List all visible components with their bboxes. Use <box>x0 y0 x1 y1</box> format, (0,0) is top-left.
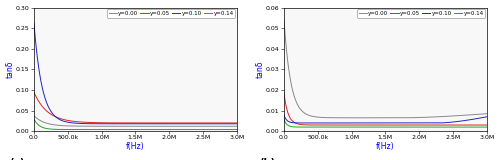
y=0.10 <box>152 123 158 125</box>
y=0.10 <box>402 122 408 124</box>
y=0.00 <box>198 125 203 127</box>
y=0.05 <box>448 124 454 126</box>
y=0.10 <box>163 123 169 125</box>
y=0.00 <box>31 115 37 117</box>
y=0.05 <box>198 122 203 124</box>
y=0.14 <box>448 126 454 128</box>
y=0.10 <box>198 123 203 125</box>
Legend: y=0.00, y=0.05, y=0.10, y=0.14: y=0.00, y=0.05, y=0.10, y=0.14 <box>357 9 485 18</box>
Legend: y=0.00, y=0.05, y=0.10, y=0.14: y=0.00, y=0.05, y=0.10, y=0.14 <box>107 9 235 18</box>
y=0.05 <box>31 91 37 93</box>
Line: y=0.10: y=0.10 <box>34 23 237 124</box>
y=0.00 <box>318 116 324 118</box>
y=0.10 <box>484 116 490 118</box>
y=0.00 <box>413 117 419 119</box>
Line: y=0.00: y=0.00 <box>34 116 237 126</box>
y=0.00 <box>68 125 74 127</box>
y=0.00 <box>484 113 490 115</box>
y=0.10 <box>234 123 240 125</box>
y=0.10 <box>31 22 37 24</box>
y=0.00 <box>152 125 158 127</box>
y=0.14 <box>413 126 419 128</box>
y=0.10 <box>448 121 454 123</box>
Line: y=0.05: y=0.05 <box>284 93 487 125</box>
y=0.00 <box>402 117 408 119</box>
Text: (a): (a) <box>10 158 25 160</box>
y=0.14 <box>68 129 74 131</box>
X-axis label: f(Hz): f(Hz) <box>126 142 144 151</box>
y=0.00 <box>402 117 408 119</box>
y=0.14 <box>358 126 364 128</box>
y=0.10 <box>380 122 386 124</box>
y=0.05 <box>484 124 490 126</box>
y=0.05 <box>182 122 188 124</box>
y=0.00 <box>358 117 364 119</box>
Line: y=0.10: y=0.10 <box>284 115 487 123</box>
y=0.10 <box>281 114 287 116</box>
Line: y=0.05: y=0.05 <box>34 92 237 123</box>
y=0.14 <box>402 126 408 128</box>
y=0.14 <box>484 126 490 128</box>
y=0.05 <box>234 122 240 124</box>
y=0.05 <box>318 124 324 126</box>
y=0.14 <box>382 126 388 128</box>
y=0.14 <box>318 126 324 128</box>
y=0.14 <box>182 129 188 131</box>
y=0.05 <box>152 122 158 124</box>
y=0.05 <box>413 124 419 126</box>
y=0.05 <box>163 122 169 124</box>
Line: y=0.00: y=0.00 <box>284 19 487 118</box>
Text: (b): (b) <box>260 158 276 160</box>
y=0.14 <box>432 126 438 128</box>
y=0.14 <box>232 129 237 131</box>
y=0.14 <box>198 129 203 131</box>
y=0.14 <box>281 118 287 120</box>
Line: y=0.14: y=0.14 <box>284 119 487 127</box>
y=0.00 <box>182 125 188 127</box>
y=0.14 <box>108 129 114 131</box>
y=0.10 <box>182 123 188 125</box>
Y-axis label: tanδ: tanδ <box>6 61 15 78</box>
y=0.05 <box>402 124 408 126</box>
y=0.14 <box>163 129 169 131</box>
y=0.05 <box>432 124 438 126</box>
y=0.10 <box>68 122 74 124</box>
y=0.14 <box>152 129 158 131</box>
y=0.05 <box>438 124 444 126</box>
y=0.00 <box>163 125 169 127</box>
X-axis label: f(Hz): f(Hz) <box>376 142 394 151</box>
y=0.10 <box>358 122 364 124</box>
y=0.05 <box>68 120 74 122</box>
Y-axis label: tanδ: tanδ <box>256 61 264 78</box>
y=0.10 <box>432 122 438 124</box>
y=0.05 <box>281 92 287 94</box>
Line: y=0.14: y=0.14 <box>34 119 237 130</box>
y=0.10 <box>413 122 419 124</box>
y=0.00 <box>281 18 287 20</box>
y=0.00 <box>432 116 438 118</box>
y=0.00 <box>234 125 240 127</box>
y=0.14 <box>31 118 37 120</box>
y=0.05 <box>358 124 364 126</box>
y=0.10 <box>108 123 114 125</box>
y=0.14 <box>234 129 240 131</box>
y=0.00 <box>108 125 114 127</box>
y=0.00 <box>448 115 454 117</box>
y=0.10 <box>318 122 324 124</box>
y=0.05 <box>108 122 114 124</box>
